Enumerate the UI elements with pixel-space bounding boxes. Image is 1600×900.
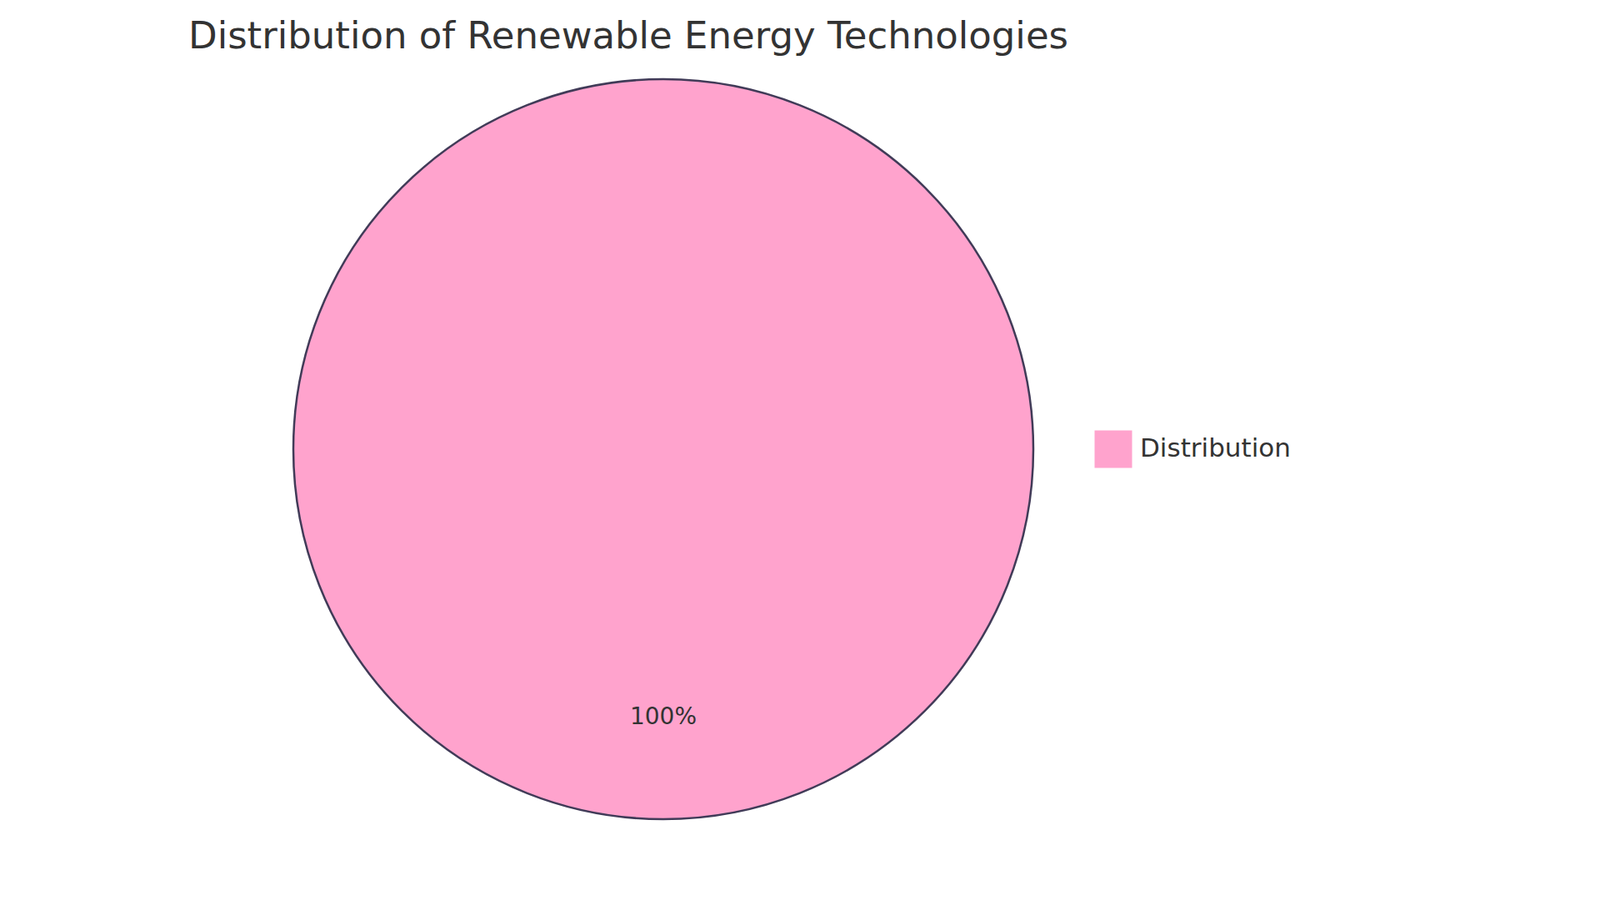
data-label: 100% [630,702,697,730]
pie: 100% [293,79,1034,820]
legend-label: Distribution [1140,432,1291,463]
title: Distribution of Renewable Energy Technol… [188,13,1069,58]
pie-slice [293,79,1034,820]
chart: Distribution of Renewable Energy Technol… [0,0,1600,900]
legend: Distribution [1095,430,1291,468]
legend-swatch [1095,430,1132,468]
